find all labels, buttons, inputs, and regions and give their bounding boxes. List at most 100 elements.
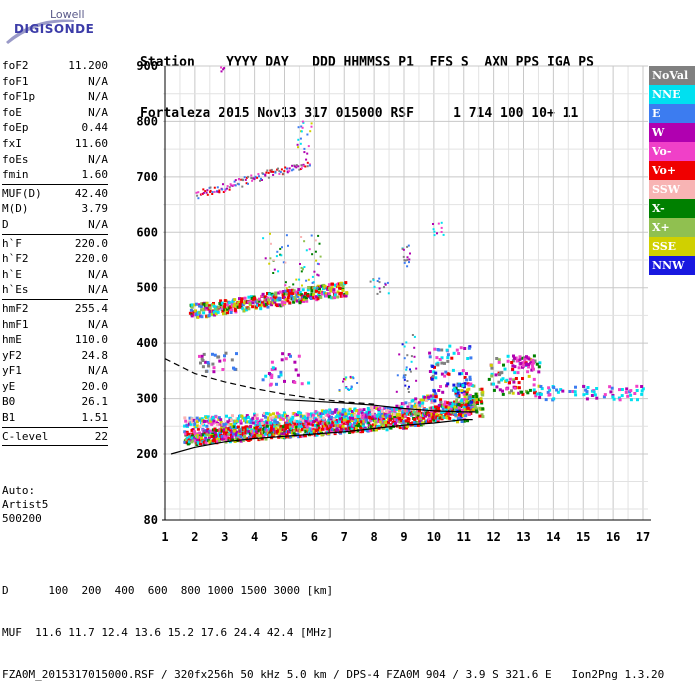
echo-pixel	[375, 407, 379, 410]
echo-pixel	[466, 401, 470, 405]
echo-pixel	[532, 354, 536, 358]
echo-pixel	[434, 405, 437, 409]
echo-pixel	[285, 287, 288, 290]
echo-pixel	[408, 385, 410, 388]
echo-pixel	[246, 415, 250, 419]
echo-pixel	[310, 429, 314, 433]
param-value: 26.1	[81, 395, 109, 409]
echo-pixel	[226, 303, 230, 307]
echo-pixel	[256, 303, 260, 307]
echo-pixel	[196, 438, 200, 442]
echo-pixel	[356, 415, 360, 419]
echo-pixel	[521, 377, 524, 380]
echo-pixel	[277, 291, 281, 295]
echo-pixel	[315, 289, 318, 293]
echo-pixel	[426, 411, 430, 415]
x-tick-label: 6	[311, 530, 318, 544]
x-tick-label: 14	[546, 530, 560, 544]
echo-pixel	[356, 382, 359, 384]
echo-pixel	[264, 295, 268, 299]
x-tick-label: 5	[281, 530, 288, 544]
echo-pixel	[213, 353, 217, 357]
echo-pixel	[404, 426, 408, 430]
echo-pixel	[342, 415, 346, 419]
echo-pixel	[293, 165, 296, 168]
echo-pixel	[300, 164, 303, 167]
echo-pixel	[219, 418, 223, 422]
echo-pixel	[475, 410, 479, 414]
echo-pixel	[512, 378, 516, 382]
echo-pixel	[196, 424, 199, 428]
echo-pixel	[269, 421, 272, 425]
echo-pixel	[223, 308, 227, 312]
echo-pixel	[323, 420, 327, 424]
echo-pixel	[251, 179, 254, 182]
echo-pixel	[288, 301, 292, 305]
echo-pixel	[326, 432, 330, 436]
echo-pixel	[314, 239, 317, 242]
echo-pixel	[396, 413, 400, 417]
echo-pixel	[286, 418, 290, 422]
echo-pixel	[468, 375, 472, 379]
echo-pixel	[223, 354, 226, 358]
echo-pixel	[279, 370, 283, 374]
echo-pixel	[254, 430, 258, 434]
echo-pixel	[389, 424, 393, 428]
echo-pixel	[301, 434, 305, 438]
echo-pixel	[365, 418, 369, 422]
echo-pixel	[421, 398, 425, 402]
echo-pixel	[407, 244, 410, 247]
echo-pixel	[416, 402, 419, 406]
echo-pixel	[371, 414, 375, 418]
param-row: foF1 N/A	[2, 74, 108, 90]
echo-pixel	[317, 234, 320, 237]
echo-pixel	[457, 406, 461, 410]
echo-pixel	[274, 293, 278, 297]
param-name: yF1	[2, 364, 22, 378]
echo-pixel	[216, 190, 219, 193]
echo-pixel	[230, 303, 234, 307]
echo-pixel	[254, 416, 257, 420]
echo-pixel	[286, 289, 290, 293]
echo-pixel	[456, 391, 460, 395]
echo-pixel	[433, 411, 437, 415]
echo-pixel	[518, 355, 522, 359]
echo-pixel	[450, 406, 454, 410]
echo-pixel	[292, 412, 296, 415]
echo-pixel	[446, 401, 450, 405]
echo-pixel	[400, 405, 404, 409]
echo-pixel	[256, 434, 260, 438]
echo-pixel	[270, 170, 273, 173]
echo-pixel	[559, 388, 563, 392]
echo-pixel	[313, 433, 317, 437]
echo-pixel	[236, 419, 240, 423]
echo-pixel	[458, 417, 462, 421]
echo-pixel	[465, 392, 469, 396]
echo-pixel	[404, 419, 408, 423]
echo-pixel	[291, 418, 294, 422]
echo-pixel	[190, 314, 194, 318]
echo-pixel	[342, 418, 346, 422]
echo-pixel	[529, 361, 533, 365]
echo-pixel	[284, 428, 288, 432]
echo-pixel	[298, 278, 301, 281]
echo-pixel	[414, 404, 418, 407]
echo-pixel	[470, 400, 474, 404]
echo-pixel	[375, 428, 378, 432]
echo-pixel	[481, 393, 485, 397]
echo-pixel	[336, 290, 340, 294]
echo-pixel	[285, 292, 289, 296]
param-value: N/A	[88, 152, 108, 166]
echo-pixel	[227, 423, 231, 426]
echo-pixel	[533, 391, 536, 395]
echo-pixel	[595, 387, 599, 390]
echo-pixel	[301, 417, 305, 421]
echo-pixel	[411, 334, 414, 336]
echo-pixel	[369, 280, 372, 283]
echo-pixel	[220, 435, 224, 438]
echo-pixel	[355, 426, 358, 430]
echo-pixel	[330, 415, 333, 419]
echo-pixel	[302, 163, 305, 166]
echo-pixel	[299, 415, 303, 418]
echo-pixel	[427, 413, 431, 417]
